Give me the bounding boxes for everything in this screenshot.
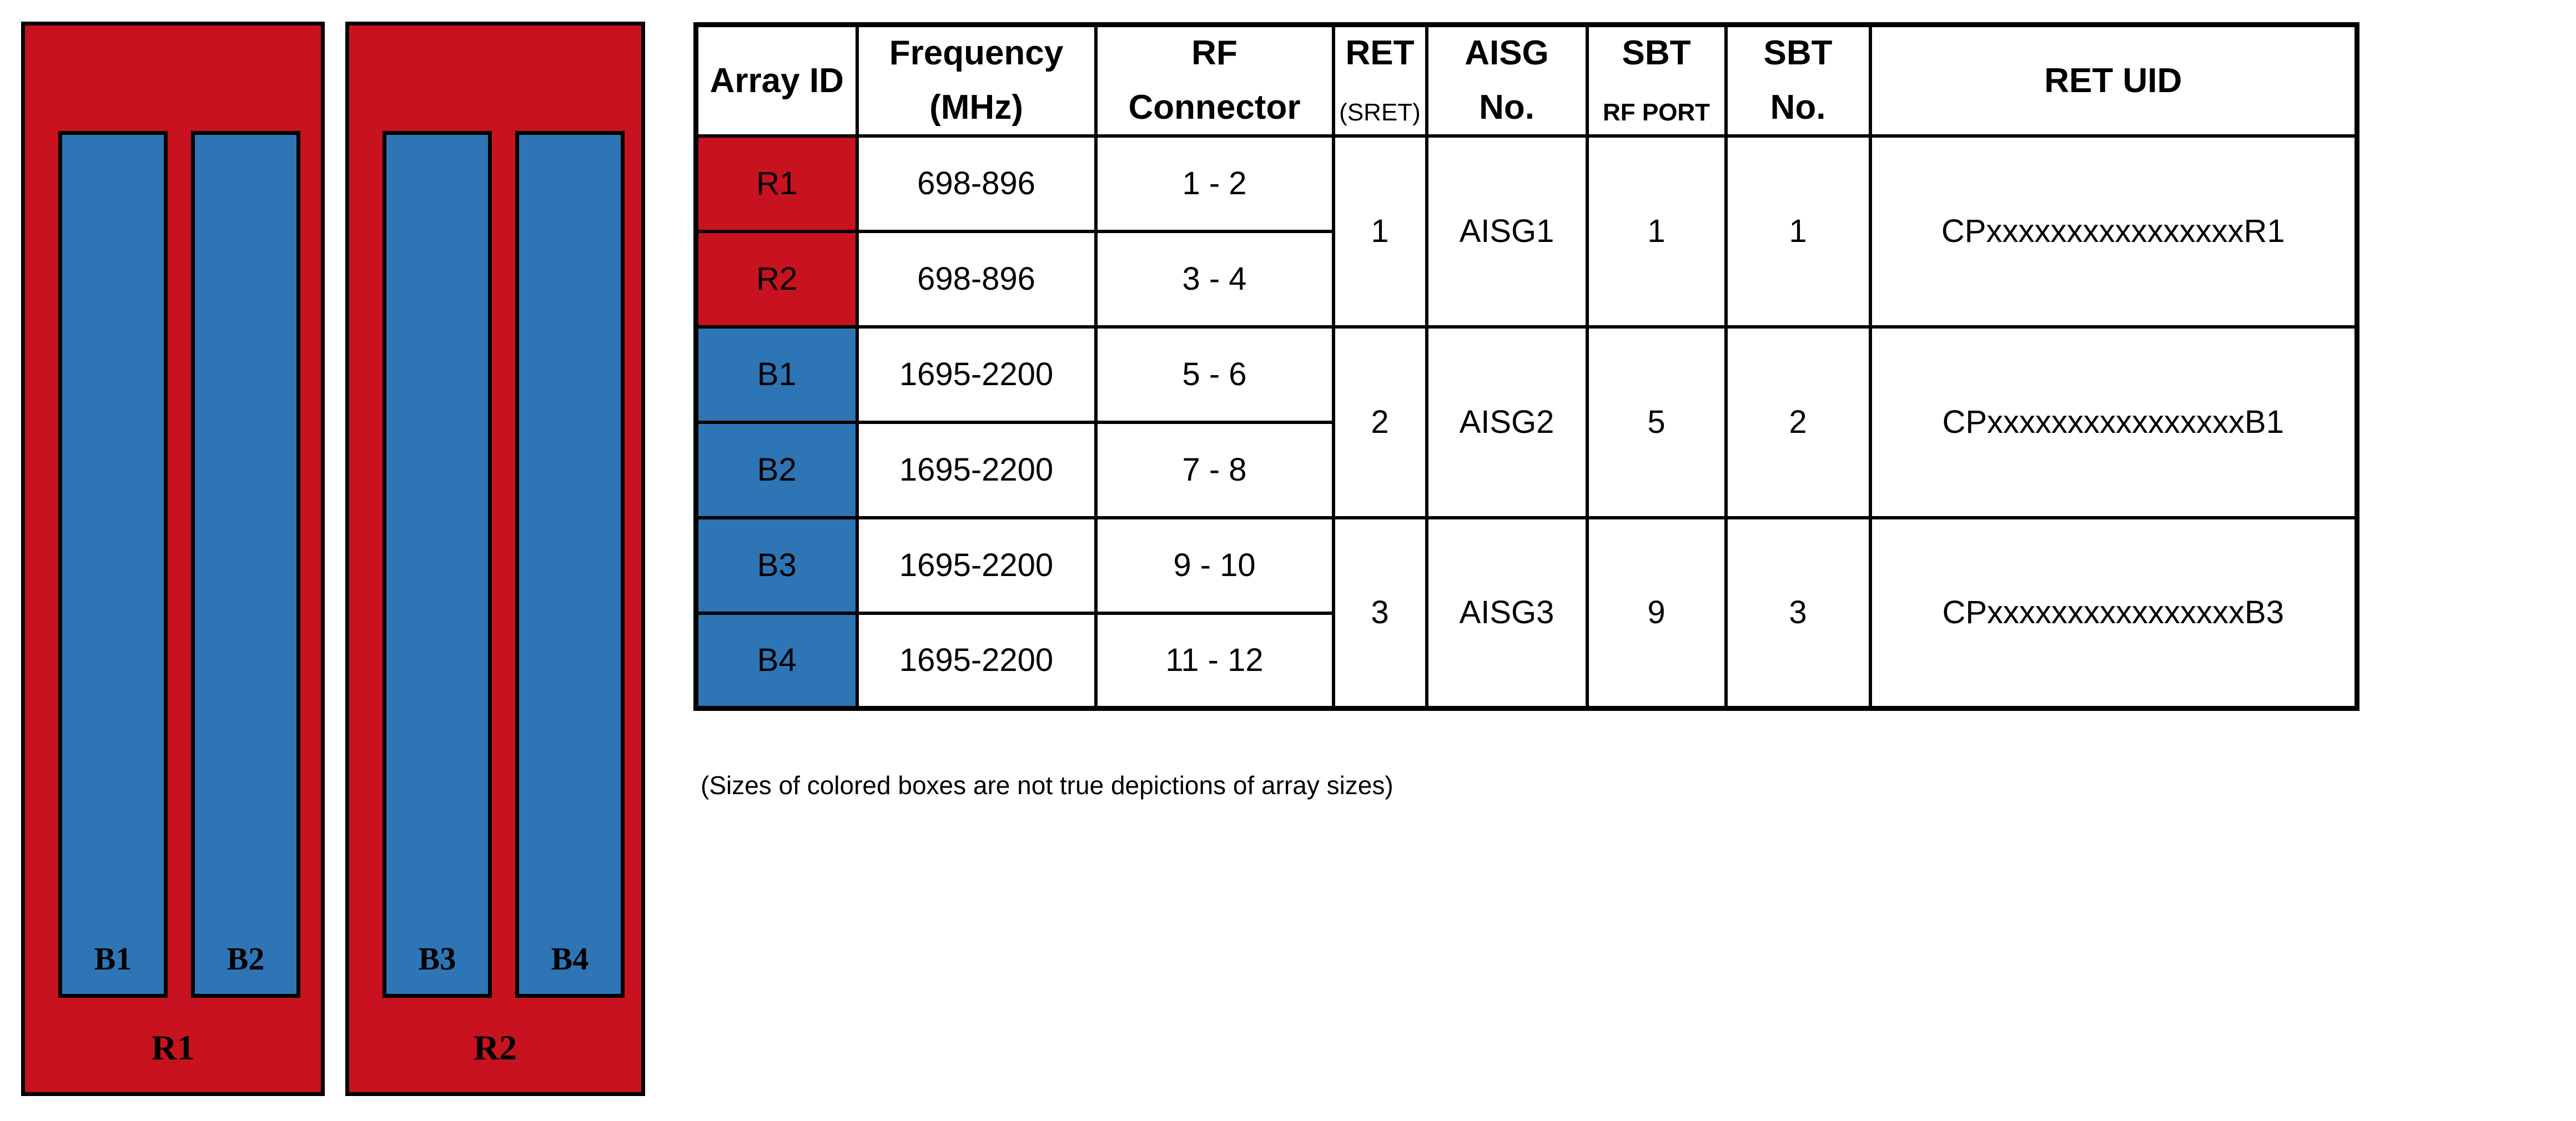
col-header-frequency: Frequency (MHz) bbox=[855, 23, 1098, 138]
panel-label-r1: R1 bbox=[151, 1028, 195, 1067]
array-id-cell: R1 bbox=[694, 134, 859, 233]
array-id-cell: R2 bbox=[694, 229, 859, 329]
rf-connector-cell: 5 - 6 bbox=[1094, 325, 1335, 424]
sbt-port-cell: 1 bbox=[1585, 134, 1728, 329]
table-header-row: Array ID Frequency (MHz) RF Connector RE… bbox=[694, 23, 2359, 138]
col-header-rf-connector: RF Connector bbox=[1094, 23, 1335, 138]
array-panel-r2: B3 B4 R2 bbox=[345, 22, 645, 1096]
ret-uid-cell: CPxxxxxxxxxxxxxxxxR1 bbox=[1868, 134, 2359, 329]
frequency-cell: 1695-2200 bbox=[855, 516, 1098, 615]
frequency-cell: 1695-2200 bbox=[855, 611, 1098, 710]
col-header-aisg-no: AISG No. bbox=[1425, 23, 1589, 138]
rf-connector-cell: 1 - 2 bbox=[1094, 134, 1335, 233]
table-row: B1 1695-2200 5 - 6 2 AISG2 5 2 CPxxxxxxx… bbox=[694, 325, 2359, 519]
ret-cell: 3 bbox=[1331, 516, 1428, 710]
array-id-cell: B4 bbox=[694, 611, 859, 710]
ret-cell: 1 bbox=[1331, 134, 1428, 329]
size-disclaimer-note: (Sizes of colored boxes are not true dep… bbox=[701, 771, 1393, 800]
table-row: R2 698-896 3 - 4 bbox=[694, 229, 2357, 329]
col-header-ret-uid: RET UID bbox=[1868, 23, 2359, 138]
table-row: B2 1695-2200 7 - 8 bbox=[694, 420, 2357, 519]
sbt-port-cell: 9 bbox=[1585, 516, 1728, 710]
frequency-cell: 1695-2200 bbox=[855, 420, 1098, 519]
bar-label-b4: B4 bbox=[551, 941, 589, 977]
sbt-no-cell: 2 bbox=[1724, 325, 1872, 519]
array-id-cell: B2 bbox=[694, 420, 859, 519]
bar-label-b1: B1 bbox=[94, 941, 132, 977]
col-header-ret-sret: RET (SRET) bbox=[1331, 23, 1428, 138]
panel-label-r2: R2 bbox=[473, 1028, 517, 1067]
ret-cell: 2 bbox=[1331, 325, 1428, 519]
frequency-cell: 698-896 bbox=[855, 229, 1098, 329]
array-bar-b1: B1 bbox=[58, 131, 168, 998]
aisg-cell: AISG3 bbox=[1425, 516, 1589, 710]
col-header-array-id: Array ID bbox=[694, 23, 859, 138]
sbt-no-cell: 3 bbox=[1724, 516, 1872, 710]
array-bar-b4: B4 bbox=[515, 131, 625, 998]
rf-connector-cell: 7 - 8 bbox=[1094, 420, 1335, 519]
array-spec-table: Array ID Frequency (MHz) RF Connector RE… bbox=[693, 22, 2359, 711]
table-row: R1 698-896 1 - 2 1 AISG1 1 1 CPxxxxxxxxx… bbox=[694, 134, 2359, 329]
rf-connector-cell: 11 - 12 bbox=[1094, 611, 1335, 710]
table-row: B3 1695-2200 9 - 10 3 AISG3 9 3 CPxxxxxx… bbox=[694, 516, 2359, 710]
array-bar-b3: B3 bbox=[383, 131, 492, 998]
aisg-cell: AISG2 bbox=[1425, 325, 1589, 519]
bar-label-b3: B3 bbox=[418, 941, 456, 977]
array-panel-r1: B1 B2 R1 bbox=[21, 22, 325, 1096]
rf-connector-cell: 3 - 4 bbox=[1094, 229, 1335, 329]
frequency-cell: 698-896 bbox=[855, 134, 1098, 233]
array-id-cell: B3 bbox=[694, 516, 859, 615]
ret-uid-cell: CPxxxxxxxxxxxxxxxxB1 bbox=[1868, 325, 2359, 519]
table-row: B4 1695-2200 11 - 12 bbox=[694, 611, 2357, 710]
aisg-cell: AISG1 bbox=[1425, 134, 1589, 329]
frequency-cell: 1695-2200 bbox=[855, 325, 1098, 424]
bar-label-b2: B2 bbox=[227, 941, 265, 977]
array-bar-b2: B2 bbox=[191, 131, 300, 998]
sbt-no-cell: 1 bbox=[1724, 134, 1872, 329]
col-header-sbt-no: SBT No. bbox=[1724, 23, 1872, 138]
ret-uid-cell: CPxxxxxxxxxxxxxxxxB3 bbox=[1868, 516, 2359, 710]
antenna-diagram: B1 B2 R1 B3 B4 R2 bbox=[0, 0, 666, 1121]
col-header-sbt-rf-port: SBT RF PORT bbox=[1585, 23, 1728, 138]
rf-connector-cell: 9 - 10 bbox=[1094, 516, 1335, 615]
sbt-port-cell: 5 bbox=[1585, 325, 1728, 519]
array-id-cell: B1 bbox=[694, 325, 859, 424]
